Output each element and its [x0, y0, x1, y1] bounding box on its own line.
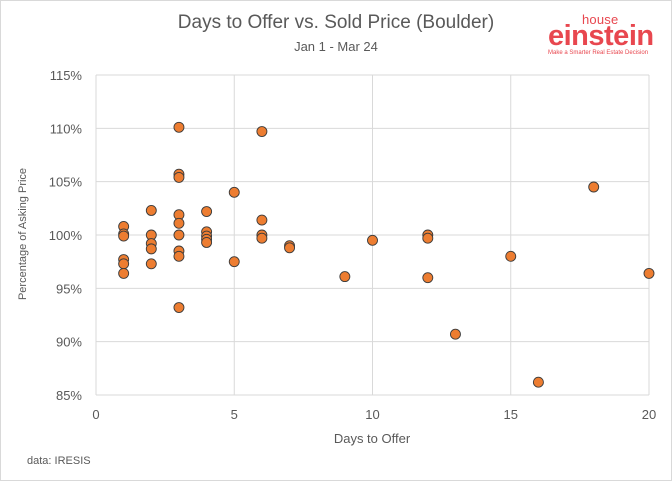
- data-point: [173, 121, 185, 133]
- data-point: [256, 214, 268, 226]
- data-point: [228, 186, 240, 198]
- data-point: [228, 256, 240, 268]
- y-axis-label: Percentage of Asking Price: [17, 168, 29, 300]
- y-tick-labels: 85% 90% 95% 100% 105% 110% 115%: [49, 68, 83, 403]
- data-point: [532, 376, 544, 388]
- x-tick-label: 10: [365, 407, 379, 422]
- y-tick-label: 110%: [50, 121, 83, 136]
- data-point: [201, 237, 213, 248]
- data-point: [118, 267, 130, 279]
- x-tick-label: 20: [642, 407, 656, 422]
- chart-subtitle: Jan 1 - Mar 24: [294, 39, 378, 54]
- x-tick-labels: 0 5 10 15 20: [92, 407, 656, 422]
- gridlines: [95, 74, 650, 396]
- data-point: [588, 181, 600, 193]
- x-tick-label: 15: [504, 407, 518, 422]
- source-note: data: IRESIS: [27, 455, 91, 467]
- logo-main-text: einstein: [548, 20, 654, 52]
- data-point: [643, 267, 655, 279]
- logo-small-text: house: [582, 12, 619, 27]
- data-point: [173, 302, 185, 313]
- data-points: [118, 121, 655, 388]
- y-tick-label: 115%: [50, 68, 83, 83]
- data-point: [505, 250, 517, 262]
- data-point: [173, 229, 185, 241]
- data-point: [339, 271, 351, 283]
- data-point: [422, 272, 434, 284]
- data-point: [256, 126, 268, 137]
- data-point: [145, 243, 157, 255]
- y-tick-label: 95%: [56, 281, 82, 296]
- data-point: [284, 242, 295, 254]
- x-tick-label: 0: [92, 407, 99, 422]
- data-point: [173, 171, 185, 183]
- data-point: [145, 258, 157, 270]
- data-point: [118, 230, 130, 242]
- y-tick-label: 105%: [49, 175, 83, 190]
- x-tick-label: 5: [231, 407, 238, 422]
- y-tick-label: 85%: [56, 388, 82, 403]
- data-point: [145, 205, 157, 216]
- data-point: [118, 258, 130, 270]
- chart-title: Days to Offer vs. Sold Price (Boulder): [177, 12, 495, 33]
- data-point: [173, 250, 185, 262]
- data-point: [450, 328, 461, 340]
- data-point: [201, 206, 213, 217]
- logo-tagline: Make a Smarter Real Estate Decision: [548, 50, 649, 56]
- y-tick-label: 100%: [49, 228, 83, 243]
- data-point: [422, 232, 434, 244]
- x-axis-label: Days to Offer: [334, 431, 411, 446]
- house-einstein-logo: house einstein Make a Smarter Real Estat…: [548, 12, 658, 58]
- data-point: [173, 217, 185, 229]
- data-point: [256, 232, 268, 244]
- y-tick-label: 90%: [56, 335, 82, 350]
- data-point: [367, 234, 378, 246]
